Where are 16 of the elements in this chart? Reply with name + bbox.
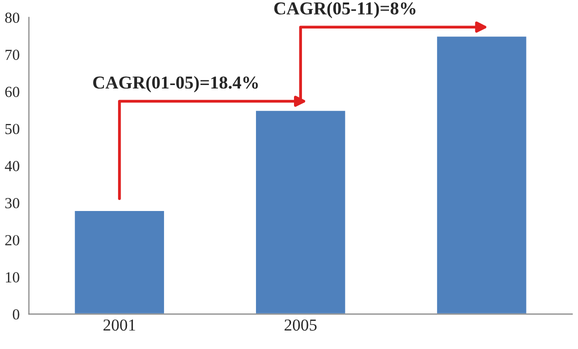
y-tick-label: 60	[5, 86, 20, 98]
x-tick-label: 2005	[284, 319, 317, 331]
x-tick-label: 2001	[104, 319, 136, 331]
annotation: CAGR(01-05)=18.4%	[93, 76, 258, 92]
bar	[73, 210, 166, 314]
y-tick-label: 70	[6, 50, 20, 60]
y-tick-label: 0	[12, 309, 20, 320]
y-tick-label: 40	[4, 160, 20, 172]
bar	[436, 35, 528, 314]
annotation: CAGR(05-11)=8%	[274, 2, 416, 18]
bar	[254, 109, 347, 314]
y-tick-label: 20	[5, 235, 20, 246]
y-tick-label: 80	[5, 12, 20, 23]
y-tick-label: 10	[6, 272, 20, 282]
y-tick-label: 50	[5, 124, 20, 134]
y-tick-label: 30	[5, 198, 20, 208]
